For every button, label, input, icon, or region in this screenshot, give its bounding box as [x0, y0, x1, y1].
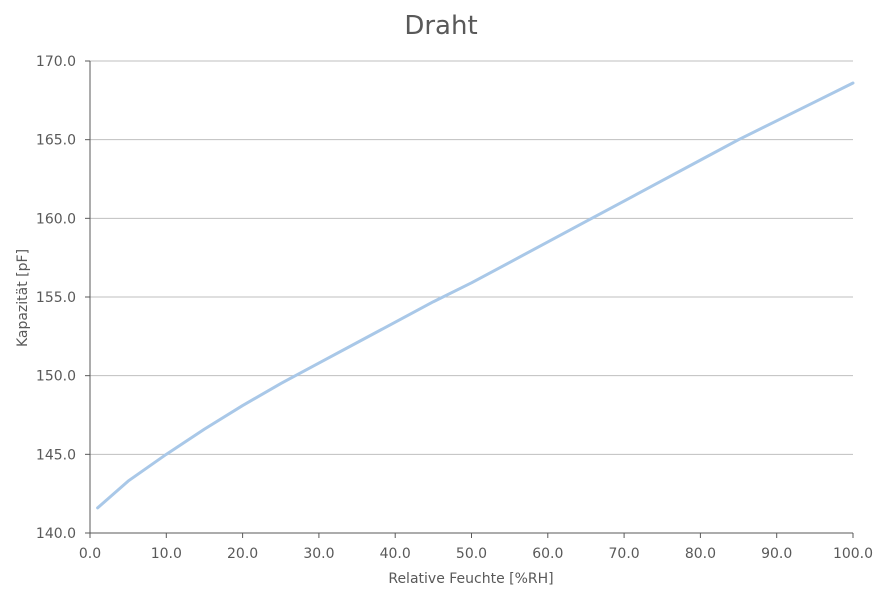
x-tick-label: 80.0 [685, 546, 716, 562]
x-tick-label: 40.0 [380, 546, 411, 562]
y-tick-label: 160.0 [36, 211, 76, 227]
x-tick-label: 50.0 [456, 546, 487, 562]
axes [85, 60, 854, 538]
y-tick-label: 150.0 [36, 369, 76, 385]
series-layer [96, 81, 855, 510]
y-tick-label: 145.0 [36, 447, 76, 463]
x-tick-label: 60.0 [532, 546, 563, 562]
series-line [96, 81, 855, 510]
x-tick-label: 90.0 [761, 546, 792, 562]
x-tick-label: 100.0 [833, 546, 873, 562]
tick-labels: 140.0 145.0 150.0 155.0 160.0 165.0 170.0 0.0 10… [36, 54, 873, 562]
y-axis-title: Kapazität [pF] [15, 249, 31, 347]
x-tick-label: 0.0 [79, 546, 101, 562]
x-axis-title: Relative Feuchte [%RH] [388, 571, 553, 587]
chart-title: Draht [404, 11, 477, 41]
x-tick-label: 30.0 [303, 546, 334, 562]
y-tick-label: 165.0 [36, 133, 76, 149]
y-tick-label: 155.0 [36, 290, 76, 306]
x-tick-label: 20.0 [227, 546, 258, 562]
x-tick-label: 70.0 [609, 546, 640, 562]
gridlines [90, 60, 853, 455]
x-tick-label: 10.0 [151, 546, 182, 562]
y-tick-label: 170.0 [36, 54, 76, 70]
y-tick-label: 140.0 [36, 526, 76, 542]
